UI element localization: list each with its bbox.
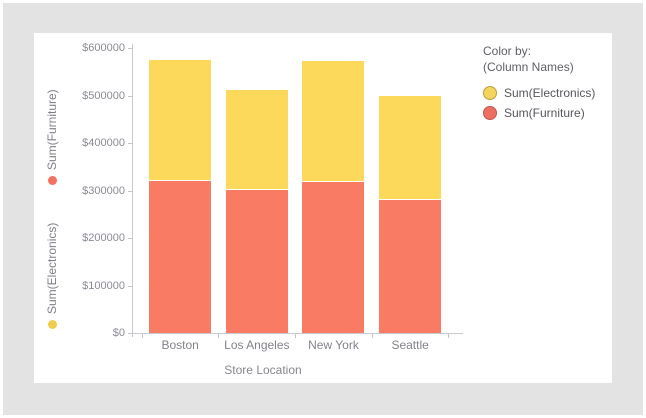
y-tick-label: $400000 (82, 137, 125, 149)
stacked-bar-los-angeles[interactable] (225, 90, 288, 333)
legend-header: Color by: (483, 44, 532, 58)
bar-segment-furniture[interactable] (378, 200, 441, 333)
legend-subheader: (Column Names) (483, 60, 574, 74)
y-tick-mark (128, 285, 133, 287)
chart-panel: Sum(Furniture) Sum(Electronics) $600000 $… (34, 33, 612, 383)
y-tick-label: $200000 (82, 232, 125, 244)
legend-item-sum-electronics-[interactable]: Sum(Electronics) (483, 83, 595, 103)
y-tick-label: $0 (112, 327, 125, 339)
bar-segment-electronics[interactable] (378, 96, 441, 199)
bar-segment-furniture[interactable] (302, 182, 365, 333)
x-tick-mark (295, 334, 296, 338)
category-label: Boston (161, 338, 199, 352)
category-label: Seattle (391, 338, 429, 352)
x-tick-mark (448, 334, 450, 338)
legend-item-label: Sum(Electronics) (504, 86, 596, 100)
y-tick-label: $100000 (82, 279, 125, 292)
legend: Color by: (Column Names) Sum(Electronics… (483, 43, 595, 123)
x-axis-line (133, 333, 463, 334)
y-tick-label: $500000 (82, 89, 125, 102)
y-tick-mark (128, 143, 133, 144)
bar-segment-furniture[interactable] (149, 181, 211, 333)
bar-segment-electronics[interactable] (225, 90, 288, 189)
x-tick-mark (371, 334, 373, 338)
legend-swatch-icon (483, 86, 497, 100)
bar-segment-furniture[interactable] (225, 190, 288, 333)
plot-area (133, 48, 462, 333)
y-tick-mark (128, 48, 133, 49)
bar-segment-electronics[interactable] (302, 61, 365, 181)
y-tick-label: $600000 (82, 42, 125, 54)
category-label: Los Angeles (224, 338, 290, 352)
x-tick-mark (218, 334, 220, 338)
stacked-bar-boston[interactable] (149, 60, 211, 333)
y-tick-label: $300000 (82, 184, 125, 197)
stacked-bar-seattle[interactable] (378, 96, 441, 333)
bar-segment-electronics[interactable] (149, 60, 211, 180)
y-tick-mark (128, 333, 133, 334)
y-tick-mark (128, 95, 133, 97)
legend-item-sum-furniture-[interactable]: Sum(Furniture) (483, 103, 595, 123)
category-label: New York (308, 338, 359, 352)
y-tick-mark (128, 238, 133, 239)
legend-item-list: Sum(Electronics) Sum(Furniture) (483, 83, 595, 123)
x-tick-mark (141, 334, 143, 338)
legend-swatch-icon (483, 106, 497, 120)
stacked-bar-new-york[interactable] (302, 61, 365, 333)
legend-item-label: Sum(Furniture) (504, 106, 585, 120)
app-background: Sum(Furniture) Sum(Electronics) $600000 $… (3, 3, 643, 415)
x-axis-title: Store Location (224, 363, 302, 377)
y-tick-mark (128, 190, 133, 192)
